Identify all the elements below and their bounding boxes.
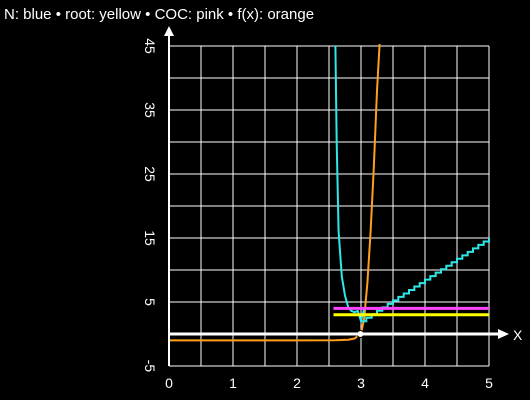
y-tick-label: -5 <box>142 360 158 373</box>
x-tick-label: 2 <box>293 375 301 391</box>
x-axis-label: X <box>513 327 523 343</box>
y-tick-label: 15 <box>142 230 158 246</box>
x-axis-arrow-icon <box>498 329 509 339</box>
x-tick-label: 5 <box>485 375 493 391</box>
y-tick-label: 35 <box>142 102 158 118</box>
y-axis-arrow-icon <box>164 26 174 36</box>
y-tick-label: 25 <box>142 166 158 182</box>
x-tick-label: 4 <box>421 375 429 391</box>
chart-title: N: blue • root: yellow • COC: pink • f(x… <box>4 6 315 23</box>
x-tick-label: 1 <box>229 375 237 391</box>
axes: X <box>164 26 523 366</box>
x-tick-label: 3 <box>357 375 365 391</box>
grid <box>168 45 490 367</box>
y-tick-label: 5 <box>142 298 158 306</box>
series-n <box>334 45 366 323</box>
y-tick-label: 45 <box>142 38 158 54</box>
x-tick-label: 0 <box>165 375 173 391</box>
